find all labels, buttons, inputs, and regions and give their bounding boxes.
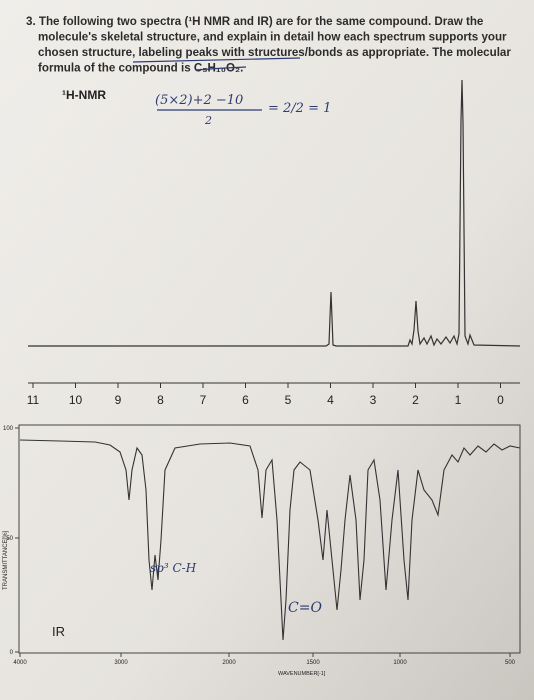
tick-label: 3000 xyxy=(114,660,128,666)
tick-label: 10 xyxy=(69,393,83,407)
question-line: molecule's skeletal structure, and expla… xyxy=(38,31,507,44)
tick-label: 1500 xyxy=(306,660,320,666)
tick-label: 1000 xyxy=(393,660,407,666)
tick-label: 0 xyxy=(10,650,14,656)
tick-label: 7 xyxy=(200,393,207,407)
tick-label: 500 xyxy=(505,660,516,666)
tick-label: 1 xyxy=(455,393,462,407)
nmr-label: ¹H-NMR xyxy=(62,88,106,102)
tick-label: 2 xyxy=(412,393,419,407)
tick-label: 0 xyxy=(497,393,504,407)
tick-label: 8 xyxy=(157,393,164,407)
ir-spectrum xyxy=(19,439,521,641)
ir-label: IR xyxy=(52,624,65,639)
question-line: formula of the compound is C₅H₁₀O₂. xyxy=(38,62,243,75)
tick-label: 3 xyxy=(370,393,377,407)
underline xyxy=(132,57,301,63)
handwritten-result: = 2/2 = 1 xyxy=(268,101,331,116)
tick-label: 2000 xyxy=(222,660,236,666)
nmr-ticks: 11 10 9 8 7 6 5 4 3 2 1 0 xyxy=(27,383,504,407)
question-line: 3. The following two spectra (¹H NMR and… xyxy=(26,15,484,28)
tick-label: 9 xyxy=(115,393,122,407)
handwritten-denominator: 2 xyxy=(204,114,212,127)
ir-y-label: TRANSMITTANCE[%] xyxy=(3,530,9,590)
ir-x-label: WAVENUMBER[-1] xyxy=(278,671,326,677)
tick-label: 5 xyxy=(285,393,292,407)
ir-frame xyxy=(18,424,521,654)
question-line: chosen structure, labeling peaks with st… xyxy=(38,46,511,59)
underline xyxy=(195,66,247,71)
tick-label: 6 xyxy=(242,393,249,407)
handwritten-numerator: (5×2)+2 −10 xyxy=(155,93,243,108)
tick-label: 11 xyxy=(27,393,40,407)
tick-label: 4 xyxy=(327,393,334,407)
tick-label: 50 xyxy=(6,536,13,542)
handwritten-note: sp³ C-H xyxy=(150,561,197,575)
handwritten-note: C=O xyxy=(288,600,322,616)
tick-label: 100 xyxy=(3,426,14,432)
nmr-spectrum xyxy=(28,79,521,347)
question: 3. The following two spectra (¹H NMR and… xyxy=(26,15,511,75)
tick-label: 4000 xyxy=(13,660,27,666)
